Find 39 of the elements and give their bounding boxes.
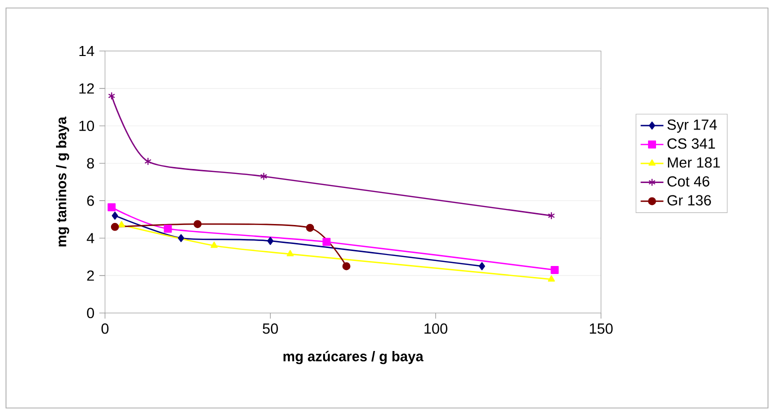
point [342,262,350,270]
point [286,250,294,256]
x-tick-label: 150 [590,323,613,334]
point [164,224,172,233]
point [478,262,486,270]
y-tick-label: 2 [87,270,94,281]
point [260,172,268,180]
point [108,203,116,212]
legend-label: CS 341 [668,138,715,149]
point [144,157,152,166]
legend-label: Syr 174 [667,119,717,133]
point [210,242,218,248]
x-tick-label: 50 [262,323,278,334]
point [108,92,116,100]
y-tick-label: 6 [87,196,94,206]
point [118,221,126,228]
y-tick-label: 12 [79,83,94,94]
legend-label: Mer 181 [668,157,720,168]
point [548,275,555,282]
y-tick-label: 4 [86,233,94,244]
y-tick-label: 14 [79,46,94,56]
point [550,266,559,274]
legend-label: Gr 136 [667,195,711,206]
x-tick-label: 100 [424,323,448,334]
point [178,234,184,242]
point [548,212,555,220]
y-tick-label: 0 [87,308,94,318]
x-axis-title: mg azúcares / g baya [284,350,424,364]
x-tick-label: 0 [101,323,108,334]
y-axis-title: mg taninos / g baya [56,116,70,246]
y-tick-label: 10 [79,120,94,132]
point [194,220,202,228]
point [112,212,118,220]
point [322,238,331,246]
legend-label: Cot 46 [668,176,710,187]
y-tick-label: 8 [87,158,94,168]
point [306,224,314,232]
point [110,222,119,231]
point [267,236,274,245]
